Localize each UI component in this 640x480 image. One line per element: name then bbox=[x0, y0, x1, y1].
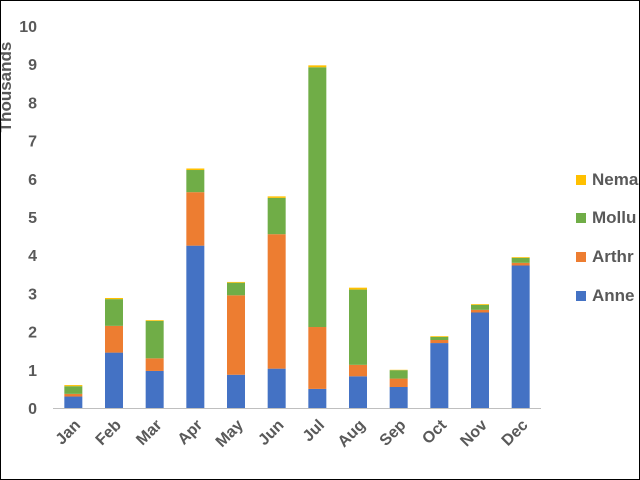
x-tick-label: Dec bbox=[499, 417, 532, 450]
bar-nematoda-oct bbox=[430, 336, 449, 337]
y-tick-label: 7 bbox=[28, 134, 37, 151]
y-axis-label: Thousands bbox=[1, 42, 15, 133]
bar-stack-feb bbox=[105, 297, 123, 408]
y-axis-ticks: 0 1 2 3 4 5 6 7 8 9 10 bbox=[19, 19, 37, 418]
x-tick-label: Sep bbox=[377, 417, 410, 450]
bar-stack-mar bbox=[145, 320, 164, 408]
bar-mollusca-may bbox=[227, 282, 245, 296]
y-tick-label: 8 bbox=[28, 95, 37, 112]
bar-mollusca-jun bbox=[267, 197, 286, 235]
y-tick-label: 9 bbox=[28, 57, 37, 74]
x-tick-label: Jun bbox=[255, 417, 287, 449]
y-tick-label: 10 bbox=[19, 19, 37, 36]
bar-stack-jan bbox=[64, 385, 83, 408]
x-tick-label: May bbox=[213, 417, 247, 451]
bar-arthropoda-apr bbox=[186, 192, 205, 246]
bar-annelida-sep bbox=[389, 386, 408, 408]
y-tick-label: 1 bbox=[28, 363, 37, 380]
x-tick-label: Mar bbox=[133, 417, 165, 449]
bar-arthropoda-jan bbox=[64, 393, 83, 397]
bar-nematoda-jan bbox=[64, 385, 83, 387]
bar-annelida-mar bbox=[145, 370, 164, 408]
bar-arthropoda-aug bbox=[349, 364, 367, 377]
y-tick-label: 2 bbox=[28, 325, 37, 342]
bar-stack-nov bbox=[471, 304, 489, 408]
bar-mollusca-jan bbox=[64, 386, 83, 394]
bar-nematoda-apr bbox=[186, 168, 205, 171]
bar-annelida-apr bbox=[186, 245, 205, 408]
bar-stack-may bbox=[227, 281, 245, 408]
bar-mollusca-jul bbox=[308, 67, 327, 328]
bar-mollusca-oct bbox=[430, 336, 449, 341]
x-axis-ticks: Jan Feb Mar Apr May Jun Jul Aug Sep Oct Nov Dec bbox=[53, 416, 532, 451]
bar-annelida-nov bbox=[471, 312, 489, 408]
x-tick-label: Aug bbox=[335, 417, 369, 451]
y-tick-label: 4 bbox=[28, 248, 37, 265]
x-tick-label: Feb bbox=[93, 417, 125, 449]
legend-label-arthropoda: Arthr bbox=[592, 247, 634, 266]
bar-nematoda-dec bbox=[511, 257, 530, 258]
bar-annelida-jun bbox=[267, 368, 286, 408]
bar-mollusca-apr bbox=[186, 170, 205, 193]
bar-arthropoda-mar bbox=[145, 358, 164, 371]
legend-swatch-nematoda bbox=[576, 175, 586, 185]
y-axis-label-group: Thousands bbox=[1, 42, 15, 133]
x-tick-label: Oct bbox=[419, 416, 450, 447]
bar-stack-jun bbox=[267, 196, 286, 408]
bar-annelida-aug bbox=[349, 376, 367, 408]
bar-nematoda-aug bbox=[349, 287, 367, 290]
bar-stack-dec bbox=[511, 257, 530, 408]
bar-annelida-jan bbox=[64, 396, 83, 408]
bar-mollusca-dec bbox=[511, 257, 530, 263]
bar-annelida-feb bbox=[105, 352, 123, 408]
bar-mollusca-nov bbox=[471, 304, 489, 310]
y-tick-label: 0 bbox=[28, 401, 37, 418]
bar-stack-jul bbox=[308, 65, 327, 408]
legend-label-mollusca: Mollu bbox=[592, 208, 636, 227]
y-tick-label: 3 bbox=[28, 286, 37, 303]
bar-arthropoda-may bbox=[227, 295, 245, 375]
bar-stack-sep bbox=[389, 369, 408, 408]
bar-nematoda-jun bbox=[267, 196, 286, 198]
bar-nematoda-feb bbox=[105, 297, 123, 300]
legend-swatch-annelida bbox=[576, 291, 586, 301]
bar-nematoda-may bbox=[227, 281, 245, 283]
bar-nematoda-jul bbox=[308, 65, 327, 68]
bar-arthropoda-oct bbox=[430, 340, 449, 344]
legend-label-annelida: Anne bbox=[592, 286, 635, 305]
bars bbox=[64, 65, 530, 408]
bar-arthropoda-jun bbox=[267, 234, 286, 369]
bar-mollusca-feb bbox=[105, 299, 123, 326]
bar-annelida-dec bbox=[511, 265, 530, 408]
x-tick-label: Apr bbox=[175, 417, 207, 449]
legend-swatch-mollusca bbox=[576, 213, 586, 223]
y-tick-label: 6 bbox=[28, 172, 37, 189]
bar-mollusca-sep bbox=[389, 370, 408, 379]
bar-annelida-jul bbox=[308, 388, 327, 408]
bar-mollusca-mar bbox=[145, 320, 164, 359]
bar-arthropoda-feb bbox=[105, 325, 123, 353]
x-tick-label: Nov bbox=[457, 417, 490, 450]
bar-stack-apr bbox=[186, 168, 205, 408]
legend-label-nematoda: Nema bbox=[592, 170, 639, 189]
bar-annelida-may bbox=[227, 374, 245, 408]
bar-annelida-oct bbox=[430, 343, 449, 408]
legend-swatch-arthropoda bbox=[576, 252, 586, 262]
bar-arthropoda-dec bbox=[511, 262, 530, 266]
bar-stack-oct bbox=[430, 336, 449, 408]
bar-mollusca-aug bbox=[349, 289, 367, 365]
legend: Nema Mollu Arthr Anne bbox=[576, 170, 639, 305]
bar-arthropoda-jul bbox=[308, 327, 327, 389]
y-tick-label: 5 bbox=[28, 210, 37, 227]
bar-nematoda-mar bbox=[145, 320, 164, 321]
bar-stack-aug bbox=[349, 287, 367, 408]
bar-arthropoda-nov bbox=[471, 309, 489, 313]
x-tick-label: Jan bbox=[53, 417, 85, 449]
bar-arthropoda-sep bbox=[389, 378, 408, 387]
bar-nematoda-nov bbox=[471, 304, 489, 305]
x-tick-label: Jul bbox=[300, 417, 328, 445]
